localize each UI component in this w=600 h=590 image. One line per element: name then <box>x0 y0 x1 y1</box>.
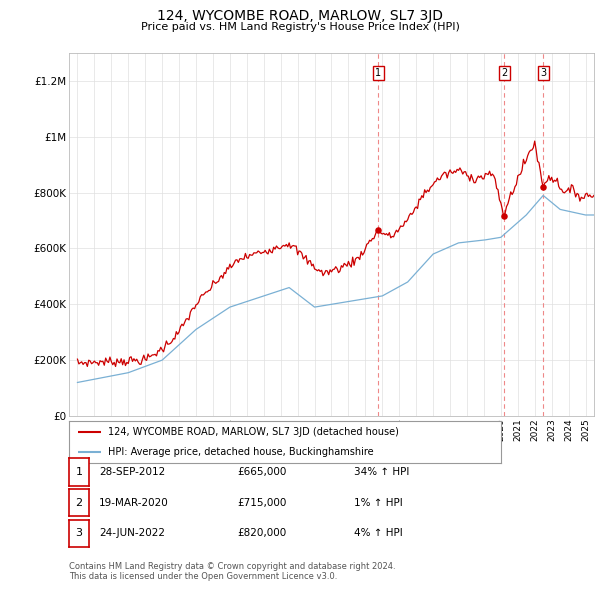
Text: 4% ↑ HPI: 4% ↑ HPI <box>354 529 403 538</box>
Point <box>538 182 548 192</box>
Text: 124, WYCOMBE ROAD, MARLOW, SL7 3JD (detached house): 124, WYCOMBE ROAD, MARLOW, SL7 3JD (deta… <box>108 427 399 437</box>
Text: £715,000: £715,000 <box>237 498 286 507</box>
Text: Contains HM Land Registry data © Crown copyright and database right 2024.
This d: Contains HM Land Registry data © Crown c… <box>69 562 395 581</box>
Text: 24-JUN-2022: 24-JUN-2022 <box>99 529 165 538</box>
Text: £820,000: £820,000 <box>237 529 286 538</box>
Text: 2: 2 <box>76 498 82 507</box>
Text: 34% ↑ HPI: 34% ↑ HPI <box>354 467 409 477</box>
Text: 1: 1 <box>76 467 82 477</box>
Text: 3: 3 <box>540 68 546 78</box>
Text: Price paid vs. HM Land Registry's House Price Index (HPI): Price paid vs. HM Land Registry's House … <box>140 22 460 32</box>
Text: 1: 1 <box>375 68 381 78</box>
Text: £665,000: £665,000 <box>237 467 286 477</box>
Text: HPI: Average price, detached house, Buckinghamshire: HPI: Average price, detached house, Buck… <box>108 447 374 457</box>
Text: 124, WYCOMBE ROAD, MARLOW, SL7 3JD: 124, WYCOMBE ROAD, MARLOW, SL7 3JD <box>157 9 443 23</box>
Text: 3: 3 <box>76 529 82 538</box>
Text: 2: 2 <box>501 68 508 78</box>
Text: 28-SEP-2012: 28-SEP-2012 <box>99 467 165 477</box>
Text: 19-MAR-2020: 19-MAR-2020 <box>99 498 169 507</box>
Point <box>373 225 383 235</box>
Text: 1% ↑ HPI: 1% ↑ HPI <box>354 498 403 507</box>
Point <box>500 212 509 221</box>
